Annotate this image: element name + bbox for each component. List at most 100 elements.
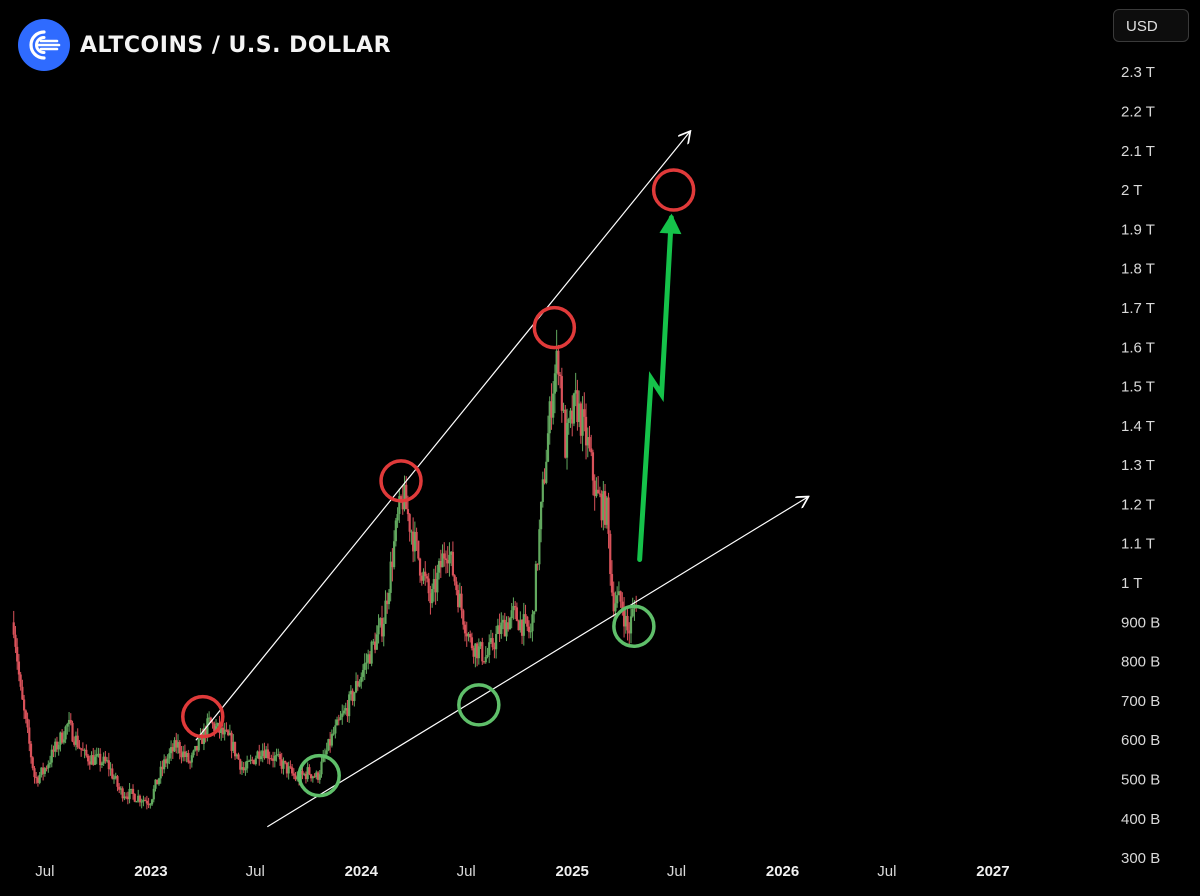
candle-body — [280, 759, 283, 769]
candle-body — [562, 409, 565, 411]
candle-body — [432, 579, 435, 590]
candle-body — [519, 619, 522, 631]
candle-body — [14, 634, 17, 647]
candle-body — [121, 788, 124, 799]
candle-body — [16, 646, 19, 662]
candle-body — [477, 646, 480, 659]
candle-body — [538, 529, 541, 565]
candle-body — [271, 758, 275, 761]
candle-body — [59, 732, 62, 745]
candle-body — [154, 779, 157, 789]
candle-body — [12, 622, 15, 635]
candle-body — [156, 779, 159, 785]
candle-body — [54, 741, 57, 752]
support-touch-circle — [612, 604, 656, 649]
candle-body — [446, 559, 449, 564]
candle-body — [275, 754, 278, 756]
candle-body — [195, 745, 199, 751]
x-tick-label: Jul — [35, 863, 54, 880]
candle-body — [251, 759, 254, 761]
candle-body — [88, 761, 91, 765]
y-tick-label: 1.4 T — [1121, 418, 1155, 435]
candle-body — [595, 489, 598, 497]
candle-body — [95, 754, 98, 757]
candle-body — [386, 600, 389, 605]
candle-body — [284, 760, 287, 763]
candle-body — [358, 682, 361, 687]
candle-body — [470, 637, 474, 649]
candle-body — [553, 373, 557, 394]
candle-body — [71, 722, 74, 742]
candle-body — [360, 676, 363, 683]
candle-body — [320, 761, 323, 775]
candle-body — [455, 581, 458, 591]
candle-body — [185, 753, 188, 758]
candle-body — [301, 771, 304, 775]
candle-body — [498, 625, 501, 634]
candle-body — [266, 749, 269, 759]
candle-body — [373, 641, 377, 650]
y-tick-label: 700 B — [1121, 693, 1160, 710]
candle-body — [621, 601, 624, 610]
resistance-touch-circle — [379, 459, 423, 503]
candle-body — [610, 574, 614, 593]
candle-body — [223, 729, 226, 735]
candle-body — [90, 755, 93, 765]
candle-body — [138, 795, 142, 803]
currency-button[interactable]: USD — [1113, 9, 1189, 42]
support-trendline — [267, 497, 808, 828]
candle-body — [287, 766, 290, 774]
candle-body — [303, 773, 306, 775]
candle-body — [583, 409, 586, 417]
candle-body — [163, 759, 166, 770]
candle-body — [460, 593, 463, 611]
candle-body — [325, 750, 328, 755]
x-tick-label: Jul — [667, 863, 686, 880]
candle-body — [213, 723, 216, 732]
candle-body — [441, 553, 444, 568]
candle-body — [270, 758, 273, 760]
candle-body — [486, 654, 489, 657]
candle-body — [100, 763, 104, 766]
candle-body — [387, 592, 391, 605]
candle-body — [560, 376, 563, 411]
candle-body — [626, 615, 629, 631]
candle-body — [448, 554, 451, 564]
candle-body — [265, 749, 268, 759]
candle-body — [173, 740, 176, 752]
y-tick-label: 1.6 T — [1121, 339, 1155, 356]
candle-body — [24, 710, 27, 719]
candle-body — [62, 739, 65, 743]
candle-body — [569, 410, 572, 420]
candle-body — [508, 618, 512, 630]
candle-body — [183, 751, 187, 758]
candle-body — [334, 725, 337, 734]
candle-body — [372, 641, 375, 643]
candle-body — [522, 614, 525, 636]
x-tick-label: Jul — [877, 863, 896, 880]
candle-body — [505, 622, 508, 637]
y-tick-label: 1.1 T — [1121, 536, 1155, 553]
candle-body — [370, 641, 373, 664]
candle-body — [131, 788, 135, 794]
candle-body — [282, 760, 285, 769]
candle-body — [533, 611, 536, 615]
candle-body — [427, 578, 430, 594]
candle-body — [591, 452, 595, 481]
candle-body — [396, 514, 399, 521]
candle-body — [418, 558, 422, 576]
candle-body — [557, 350, 560, 375]
candle-body — [316, 772, 320, 780]
candle-body — [247, 760, 250, 762]
candle-body — [43, 768, 46, 774]
candle-body — [472, 648, 475, 657]
candle-body — [380, 618, 384, 637]
candle-body — [617, 591, 620, 596]
candle-body — [393, 541, 396, 568]
candle-body — [389, 561, 392, 593]
support-touch-circle — [457, 683, 501, 727]
candle-body — [188, 762, 192, 764]
candle-body — [322, 755, 325, 762]
candle-body — [175, 740, 178, 748]
